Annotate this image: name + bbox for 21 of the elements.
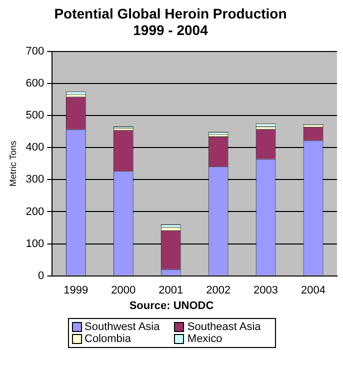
chart-title: Potential Global Heroin Production 1999 - 2004 <box>54 5 287 38</box>
legend-label: Mexico <box>187 333 222 345</box>
x-tick-label: 2000 <box>111 284 136 296</box>
y-tick-label: 0 <box>38 270 44 282</box>
legend-label: Southwest Asia <box>84 321 160 333</box>
y-tick-label: 500 <box>26 110 44 122</box>
y-tick-label: 100 <box>26 238 44 250</box>
y-tick-label: 400 <box>26 142 44 154</box>
x-tick-label: 2001 <box>158 284 184 296</box>
x-tick-label: 2002 <box>206 284 231 296</box>
y-axis-title: Metric Tons <box>8 140 18 187</box>
source-note: Source: UNODC <box>128 300 215 312</box>
y-tick-label: 200 <box>26 206 44 218</box>
x-tick-label: 1999 <box>64 284 88 296</box>
y-tick-label: 600 <box>26 78 44 90</box>
legend-label: Southeast Asia <box>187 321 261 333</box>
x-tick-label: 2003 <box>254 284 278 296</box>
y-tick-label: 700 <box>26 46 44 58</box>
legend-label: Colombia <box>84 333 131 345</box>
x-tick-label: 2004 <box>301 284 326 296</box>
y-tick-label: 300 <box>26 174 44 186</box>
